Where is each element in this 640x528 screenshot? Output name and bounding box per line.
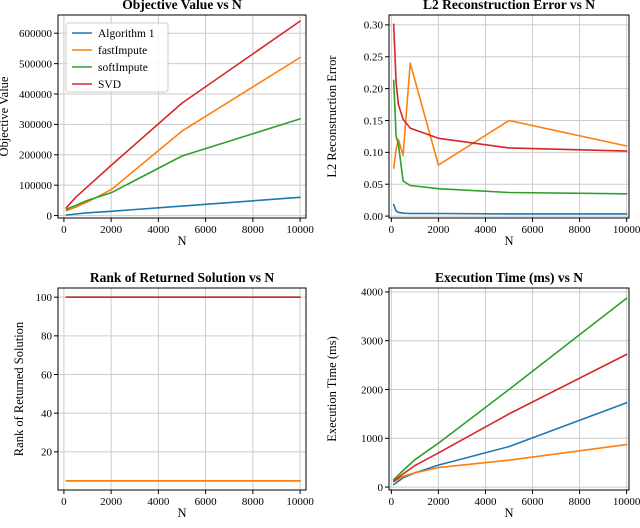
x-tick-label: 6000 bbox=[522, 496, 545, 508]
y-tick-label: 20 bbox=[41, 447, 53, 459]
x-tick-label: 10000 bbox=[286, 224, 314, 236]
x-tick-label: 0 bbox=[61, 224, 67, 236]
x-tick-label: 2000 bbox=[100, 224, 123, 236]
y-tick-label: 2000 bbox=[361, 384, 384, 396]
y-tick-label: 0.10 bbox=[364, 147, 384, 159]
x-tick-label: 4000 bbox=[474, 224, 497, 236]
x-tick-label: 0 bbox=[389, 496, 395, 508]
y-tick-label: 500000 bbox=[19, 58, 53, 70]
y-axis-label: L2 Reconstruction Error bbox=[325, 55, 339, 178]
legend-label-svd: SVD bbox=[98, 79, 121, 91]
x-tick-label: 0 bbox=[389, 224, 395, 236]
legend-label-algorithm-1: Algorithm 1 bbox=[98, 28, 155, 40]
series-line-algorithm-1 bbox=[392, 203, 628, 215]
x-tick-label: 6000 bbox=[195, 224, 218, 236]
y-tick-label: 60 bbox=[41, 369, 53, 381]
y-tick-label: 0.30 bbox=[364, 20, 384, 32]
plot-border bbox=[57, 287, 307, 491]
y-tick-label: 0.05 bbox=[364, 179, 384, 191]
x-axis-label: N bbox=[504, 234, 513, 248]
series-line-softimpute bbox=[65, 118, 301, 210]
x-tick-label: 2000 bbox=[427, 224, 450, 236]
y-tick-label: 0.20 bbox=[364, 83, 384, 95]
x-tick-label: 0 bbox=[61, 496, 67, 508]
x-tick-label: 4000 bbox=[474, 496, 497, 508]
legend-label-softimpute: softImpute bbox=[98, 62, 148, 74]
x-tick-label: 8000 bbox=[242, 224, 265, 236]
x-axis-label: N bbox=[504, 506, 513, 520]
y-tick-label: 0.15 bbox=[364, 115, 384, 127]
chart-l2-reconstruction-error: 0 2000 4000 6000 8000 10000 0.00 0.05 0.10 0.15 0.… bbox=[325, 0, 640, 248]
legend-label-fastimpute: fastImpute bbox=[98, 45, 147, 57]
chart-title: L2 Reconstruction Error vs N bbox=[423, 0, 595, 12]
legend-box bbox=[65, 22, 169, 93]
y-axis-label: Execution Time (ms) bbox=[325, 336, 339, 442]
y-tick-label: 0.00 bbox=[364, 211, 384, 223]
x-tick-label: 10000 bbox=[613, 496, 640, 508]
x-tick-label: 10000 bbox=[613, 224, 640, 236]
series-line-algorithm-1 bbox=[392, 401, 628, 486]
x-tick-label: 8000 bbox=[569, 224, 592, 236]
x-tick-label: 2000 bbox=[427, 496, 450, 508]
y-tick-label: 4000 bbox=[361, 287, 384, 299]
y-tick-label: 80 bbox=[41, 331, 53, 343]
y-tick-label: 0 bbox=[378, 482, 384, 494]
x-tick-label: 10000 bbox=[286, 496, 314, 508]
x-axis-label: N bbox=[177, 234, 186, 248]
y-tick-label: 300000 bbox=[19, 119, 53, 131]
y-tick-label: 600000 bbox=[19, 28, 53, 40]
y-tick-label: 200000 bbox=[19, 150, 53, 162]
series-line-softimpute bbox=[392, 79, 628, 195]
series-line-svd bbox=[392, 353, 628, 482]
legend: Algorithm 1 fastImpute softImpute SVD bbox=[65, 22, 169, 93]
chart-rank-of-returned-solution: 0 2000 4000 6000 8000 10000 20 40 60 80 100 Rank of… bbox=[12, 270, 314, 520]
chart-objective-value: 0 2000 4000 6000 8000 10000010000020000030000… bbox=[0, 0, 314, 248]
chart-title: Execution Time (ms) vs N bbox=[435, 270, 583, 285]
x-tick-label: 6000 bbox=[522, 224, 545, 236]
y-tick-label: 0.25 bbox=[364, 52, 384, 64]
y-tick-label: 0 bbox=[47, 210, 53, 222]
series-line-svd bbox=[392, 23, 628, 152]
series-line-softimpute bbox=[392, 297, 628, 481]
y-axis-label: Rank of Returned Solution bbox=[12, 321, 26, 456]
plot-border bbox=[388, 14, 630, 219]
x-tick-label: 6000 bbox=[195, 496, 218, 508]
x-tick-label: 4000 bbox=[147, 224, 170, 236]
x-tick-label: 8000 bbox=[242, 496, 265, 508]
y-axis-label: Objective Value bbox=[0, 76, 11, 156]
x-axis-label: N bbox=[177, 506, 186, 520]
x-tick-label: 2000 bbox=[100, 496, 123, 508]
series-line-svd bbox=[65, 20, 301, 209]
y-tick-label: 40 bbox=[41, 408, 53, 420]
x-tick-label: 4000 bbox=[147, 496, 170, 508]
series-line-algorithm-1 bbox=[65, 196, 301, 216]
chart-title: Objective Value vs N bbox=[122, 0, 242, 12]
chart-title: Rank of Returned Solution vs N bbox=[90, 270, 274, 285]
series-line-fastimpute bbox=[392, 62, 628, 170]
y-tick-label: 1000 bbox=[361, 433, 384, 445]
series-line-fastimpute bbox=[392, 443, 628, 483]
x-tick-label: 8000 bbox=[569, 496, 592, 508]
y-tick-label: 100 bbox=[36, 292, 53, 304]
plot-border bbox=[57, 14, 307, 219]
y-tick-label: 3000 bbox=[361, 335, 384, 347]
chart-execution-time: 0 2000 4000 6000 8000 10000 0 1000 2000 3000 4000 E… bbox=[325, 270, 640, 520]
y-tick-label: 400000 bbox=[19, 89, 53, 101]
y-tick-label: 100000 bbox=[19, 180, 53, 192]
